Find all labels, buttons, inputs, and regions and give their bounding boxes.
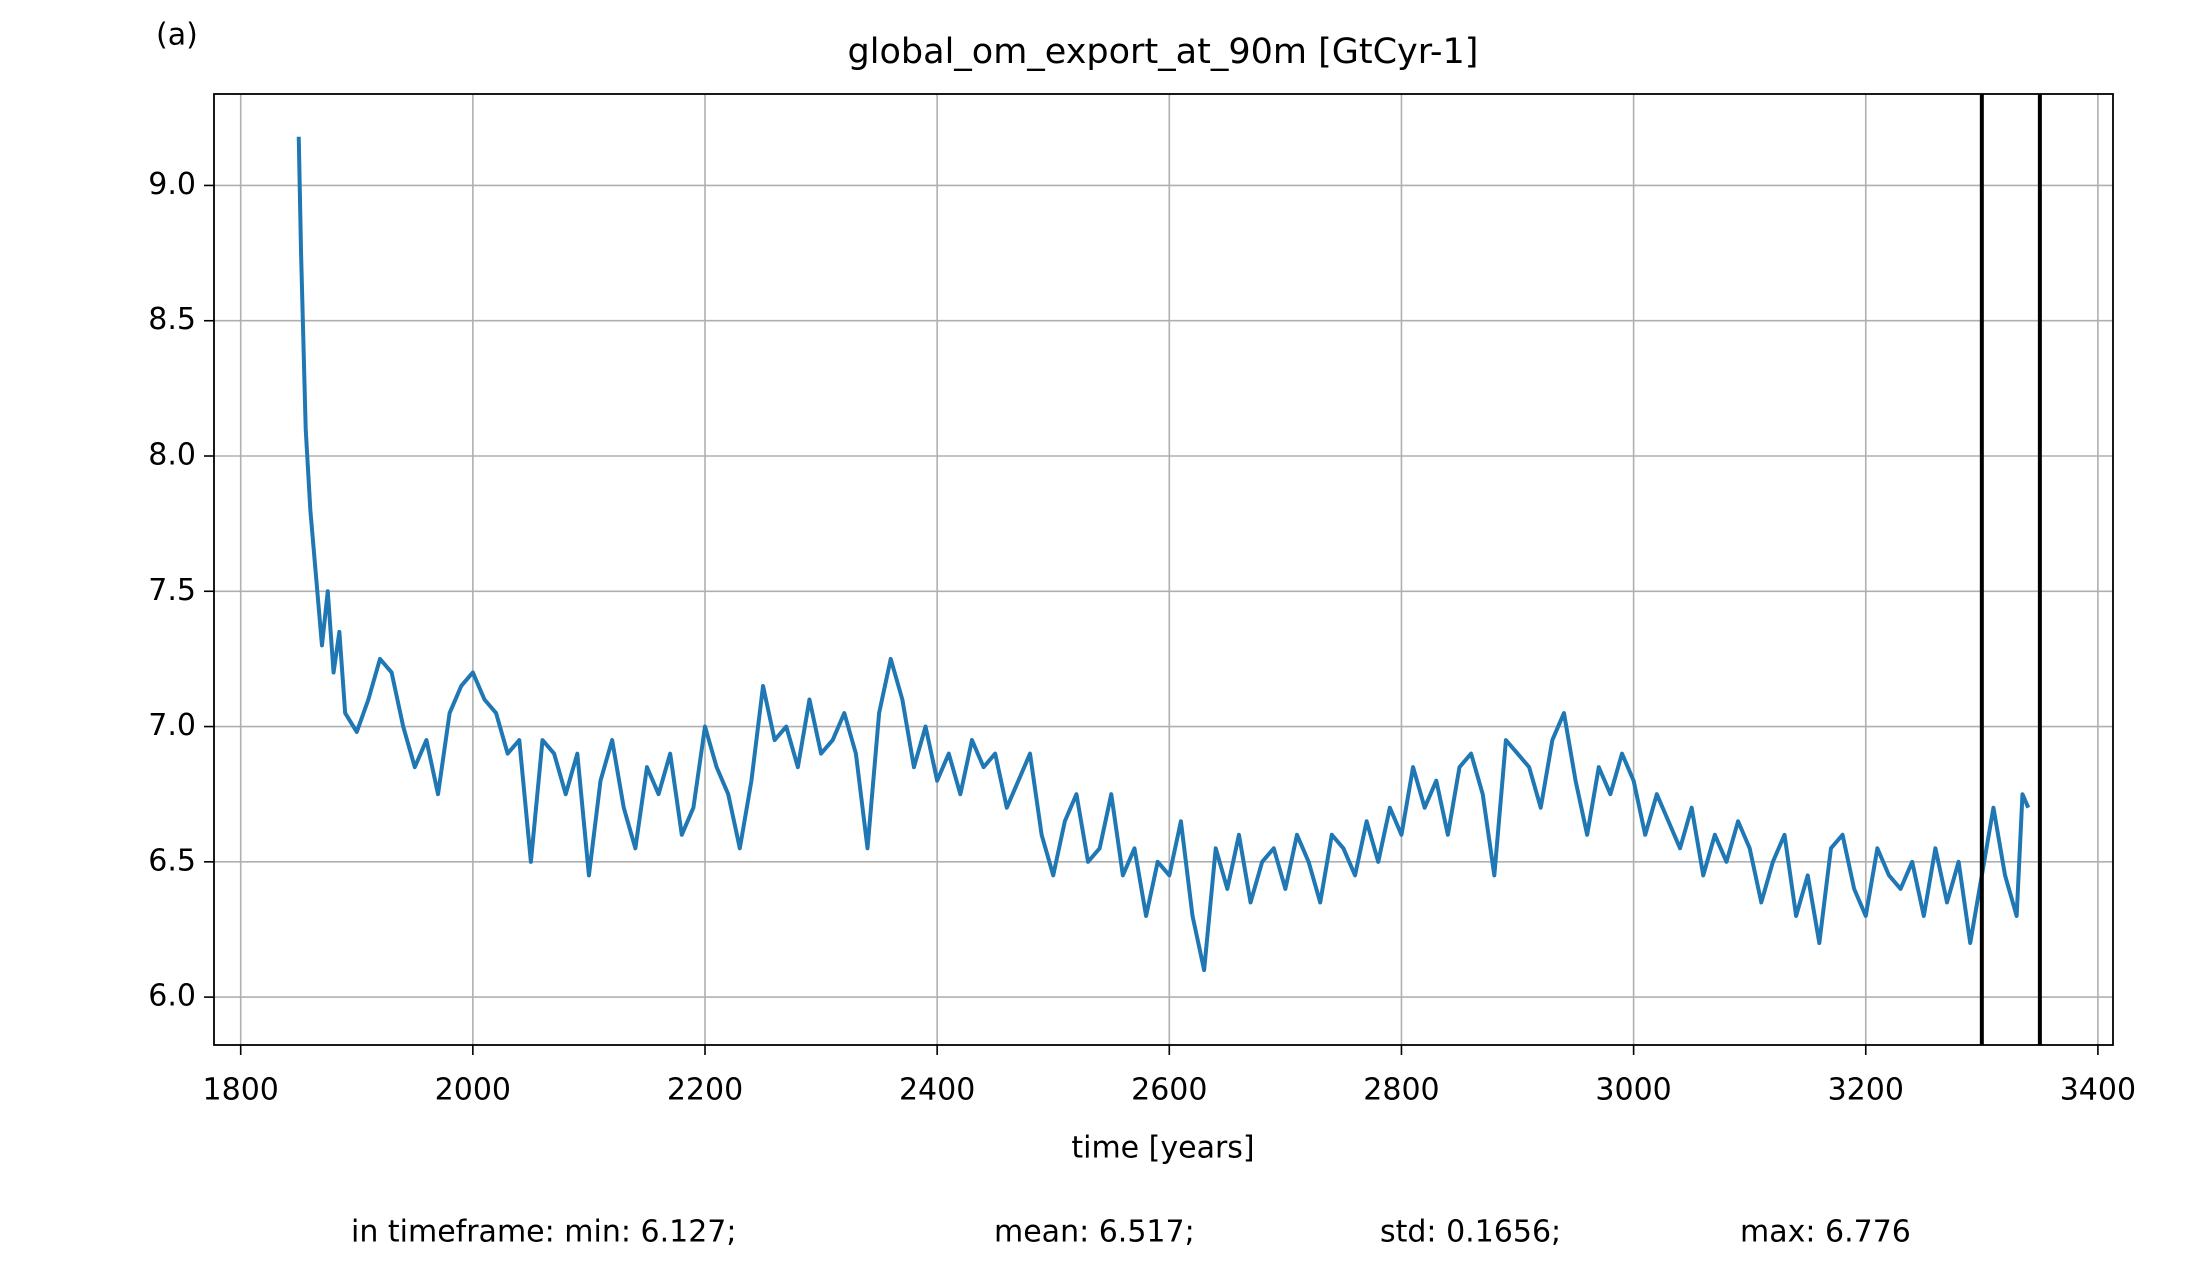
stats-text: in timeframe: min: 6.127; [351, 1215, 736, 1250]
x-tick-label: 2800 [1363, 1073, 1439, 1108]
x-tick-label: 3400 [2060, 1073, 2136, 1108]
x-tick-label: 2200 [667, 1073, 743, 1108]
x-tick-label: 2000 [435, 1073, 511, 1108]
chart-title: global_om_export_at_90m [GtCyr-1] [848, 32, 1479, 72]
x-axis-label: time [years] [1071, 1131, 1254, 1166]
y-tick-label: 7.0 [148, 708, 196, 743]
data-line [296, 136, 2031, 973]
x-tick-label: 2400 [899, 1073, 975, 1108]
x-tick-label: 3000 [1595, 1073, 1671, 1108]
stats-text: std: 0.1656; [1380, 1215, 1561, 1250]
y-tick-label: 6.0 [148, 979, 196, 1014]
y-tick-label: 8.5 [148, 302, 196, 337]
x-tick-label: 1800 [203, 1073, 279, 1108]
stats-text: mean: 6.517; [994, 1215, 1195, 1250]
plot-frame [213, 93, 2114, 1046]
stats-text: max: 6.776 [1740, 1215, 1911, 1250]
y-tick-label: 6.5 [148, 843, 196, 878]
y-tick-label: 9.0 [148, 167, 196, 202]
panel-label: (a) [156, 18, 198, 53]
y-tick-label: 7.5 [148, 573, 196, 608]
x-tick-label: 3200 [1828, 1073, 1904, 1108]
x-tick-label: 2600 [1131, 1073, 1207, 1108]
y-tick-label: 8.0 [148, 438, 196, 473]
